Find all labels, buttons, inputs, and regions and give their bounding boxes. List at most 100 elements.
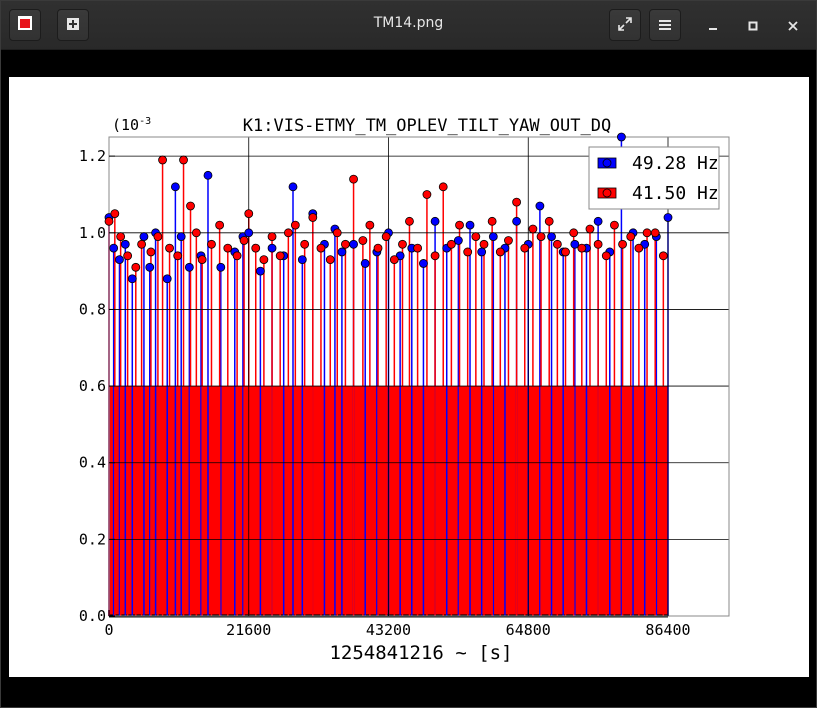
image-canvas: 0 21600 43200 64800 86400 0.0 0.2 0.4 0.6 0.8 1.0 1… xyxy=(9,77,809,677)
data-point-red xyxy=(479,239,489,249)
data-point-red xyxy=(463,247,473,257)
data-point-red xyxy=(197,255,207,265)
data-point-red xyxy=(487,216,497,226)
data-point-blue xyxy=(244,228,254,238)
data-point-red xyxy=(223,243,233,253)
data-point-red xyxy=(536,232,546,242)
data-point-red xyxy=(438,182,448,192)
data-point-blue xyxy=(120,239,130,249)
data-point-blue xyxy=(430,216,440,226)
data-point-red xyxy=(239,236,249,245)
y-tick-label: 0.2 xyxy=(79,530,106,548)
data-point-blue xyxy=(360,259,370,268)
data-point-red xyxy=(561,247,570,257)
data-point-blue xyxy=(297,255,307,265)
legend-box xyxy=(588,146,720,210)
data-point-red xyxy=(512,197,522,207)
data-point-blue xyxy=(593,216,603,226)
data-point-red xyxy=(259,255,269,265)
title-bar: TM14.png xyxy=(1,1,816,50)
x-axis-label: 1254841216 ~ [s] xyxy=(329,642,512,664)
data-point-red xyxy=(232,251,242,261)
data-point-blue xyxy=(139,232,149,242)
data-point-red xyxy=(455,220,464,230)
data-point-red xyxy=(585,224,595,234)
data-point-red xyxy=(332,228,342,238)
data-point-red xyxy=(137,239,147,249)
data-point-red xyxy=(577,243,587,253)
data-point-red xyxy=(349,174,358,184)
y-tick-label: 0.8 xyxy=(79,300,106,318)
data-point-red xyxy=(658,251,668,261)
data-point-red xyxy=(116,232,126,242)
fullscreen-icon xyxy=(618,16,632,35)
data-point-blue xyxy=(288,182,298,192)
stems xyxy=(108,137,669,616)
chart-title: K1:VIS-ETMY_TM_OPLEV_TILT_YAW_OUT_DQ xyxy=(243,116,611,136)
data-point-red xyxy=(146,247,156,257)
data-point-red xyxy=(251,243,261,253)
data-point-red xyxy=(300,239,310,249)
data-point-red xyxy=(267,232,277,242)
data-point-blue xyxy=(512,216,522,226)
data-point-red xyxy=(471,232,481,242)
data-point-red xyxy=(413,243,423,253)
data-point-red xyxy=(191,228,201,238)
data-point-blue xyxy=(267,243,277,253)
data-point-blue xyxy=(535,201,545,211)
maximize-button[interactable] xyxy=(743,15,763,35)
data-point-red xyxy=(610,220,619,230)
y-tick-label: 1.0 xyxy=(79,224,106,242)
data-point-red xyxy=(153,232,163,242)
y-tick-label: 1.2 xyxy=(79,147,106,165)
data-point-red xyxy=(207,239,216,249)
data-point-blue xyxy=(216,262,226,272)
data-point-red xyxy=(634,243,644,253)
data-point-red xyxy=(504,236,513,245)
x-tick-label: 21600 xyxy=(226,621,271,639)
data-point-red xyxy=(290,220,300,230)
data-point-red xyxy=(179,155,188,165)
data-point-blue xyxy=(663,213,673,222)
close-button[interactable] xyxy=(783,15,803,35)
data-point-red xyxy=(544,216,554,226)
data-point-red xyxy=(110,209,120,219)
x-tick-label: 64800 xyxy=(506,621,551,639)
x-tick-label: 0 xyxy=(104,621,113,639)
fullscreen-button[interactable] xyxy=(609,9,641,41)
markers xyxy=(104,132,673,284)
data-point-red xyxy=(642,228,652,238)
data-point-blue xyxy=(477,247,487,257)
new-tab-icon xyxy=(66,16,80,35)
data-point-red xyxy=(528,224,538,234)
y-tick-label: 0.4 xyxy=(79,454,106,472)
data-point-red xyxy=(325,255,335,265)
data-point-red xyxy=(495,247,505,257)
data-point-red xyxy=(104,216,114,226)
data-point-blue xyxy=(349,239,358,249)
x-tick-label: 86400 xyxy=(645,621,690,639)
data-point-blue xyxy=(127,274,137,284)
data-point-blue xyxy=(184,262,194,272)
app-menu-button[interactable] xyxy=(9,9,41,41)
data-point-blue xyxy=(570,239,580,249)
app-icon xyxy=(17,15,33,35)
data-point-blue xyxy=(547,232,556,242)
data-point-red xyxy=(430,251,440,261)
data-point-red xyxy=(316,243,326,253)
data-point-red xyxy=(405,216,414,226)
plot-frame xyxy=(108,136,730,617)
data-point-blue xyxy=(170,182,180,192)
data-point-red xyxy=(569,228,579,238)
data-point-red xyxy=(173,251,183,261)
data-point-blue xyxy=(617,132,626,142)
new-tab-button[interactable] xyxy=(57,9,89,41)
data-point-red xyxy=(275,251,285,261)
data-point-red xyxy=(244,209,254,219)
data-point-blue xyxy=(115,255,124,265)
data-point-blue xyxy=(203,170,213,180)
menu-button[interactable] xyxy=(649,9,681,41)
minimize-button[interactable] xyxy=(703,15,723,35)
data-point-blue xyxy=(176,232,186,242)
legend-label: 41.50 Hz xyxy=(632,183,719,204)
